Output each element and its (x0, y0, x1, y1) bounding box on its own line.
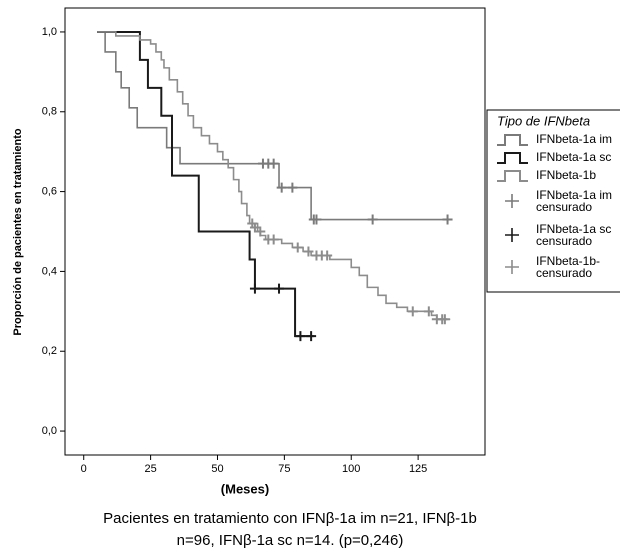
legend-symbol (497, 170, 528, 182)
censor-mark (276, 182, 287, 193)
caption: Pacientes en tratamiento con IFNβ-1a im … (103, 510, 477, 527)
survival-curve (97, 31, 451, 321)
y-tick-label: 0,2 (42, 345, 57, 357)
censor-mark (268, 234, 279, 245)
censor-mark (439, 314, 450, 325)
y-axis-label: Proporción de pacientes en tratamiento (12, 128, 24, 335)
legend-symbol (505, 194, 519, 208)
censor-mark (249, 283, 260, 294)
x-axis-label: (Meses) (221, 481, 269, 496)
y-tick-label: 0,0 (42, 425, 57, 437)
legend-label: IFNbeta-1b-censurado (536, 254, 600, 280)
legend-label: IFNbeta-1b (536, 168, 596, 182)
censor-mark (255, 226, 266, 237)
censor-mark (322, 250, 333, 261)
legend-label: IFNbeta-1a im (536, 132, 612, 146)
censor-mark (306, 331, 317, 342)
y-tick-label: 0,6 (42, 185, 57, 197)
legend-symbol (505, 260, 519, 274)
censor-mark (311, 214, 322, 225)
legend-label: IFNbeta-1a sc (536, 150, 611, 164)
plot-frame (64, 7, 486, 456)
censor-mark (407, 306, 418, 317)
x-tick-label: 50 (211, 463, 223, 475)
x-tick-label: 100 (342, 463, 360, 475)
legend-label: IFNbeta-1a sc censurado (536, 222, 611, 248)
x-tick-label: 0 (81, 463, 87, 475)
censor-mark (287, 182, 298, 193)
censor-mark (274, 283, 285, 294)
censor-mark (442, 214, 453, 225)
y-tick-label: 0,4 (42, 265, 57, 277)
censor-mark (268, 158, 279, 169)
survival-curve (97, 31, 451, 221)
x-tick-label: 125 (409, 463, 427, 475)
censor-mark (295, 331, 306, 342)
survival-curve (97, 30, 314, 338)
legend-symbol (497, 134, 528, 146)
censor-mark (303, 246, 314, 257)
caption: n=96, IFNβ-1a sc n=14. (p=0,246) (177, 532, 404, 549)
y-tick-label: 1,0 (42, 26, 57, 38)
y-tick-label: 0,8 (42, 106, 57, 118)
legend-symbol (505, 228, 519, 242)
legend-symbol (497, 152, 528, 164)
legend-label: IFNbeta-1a im censurado (536, 188, 612, 214)
legend-title: Tipo de IFNbeta (497, 113, 590, 128)
censor-mark (367, 214, 378, 225)
censor-mark (423, 306, 434, 317)
x-tick-label: 25 (144, 463, 156, 475)
censor-mark (249, 222, 260, 233)
censor-mark (292, 242, 303, 253)
x-tick-label: 75 (278, 463, 290, 475)
